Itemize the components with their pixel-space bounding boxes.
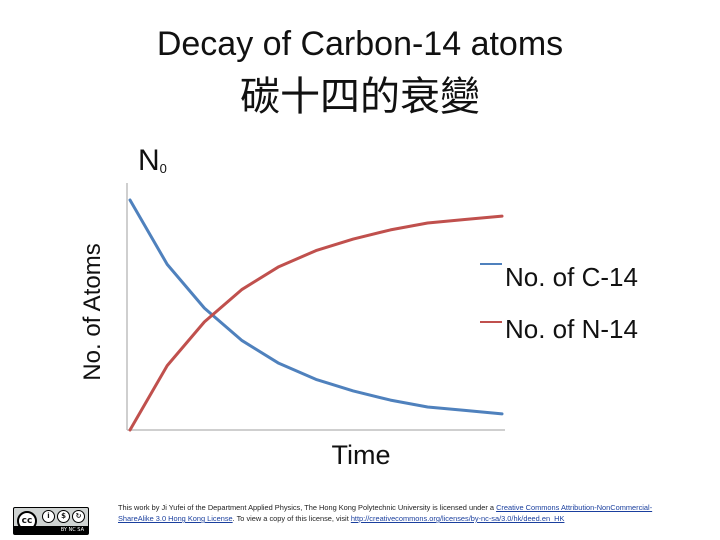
series-c14-line <box>128 198 504 416</box>
chart-title: Decay of Carbon-14 atoms <box>156 25 564 63</box>
license-link[interactable]: Creative Commons Attribution-NonCommerci… <box>118 503 653 523</box>
license-text-middle: . To view a copy of this license, visit <box>232 514 351 523</box>
nc-icon: $ <box>57 510 70 523</box>
legend-label-c14: No. of C-14 <box>505 262 638 292</box>
n0-label: N0 <box>138 144 167 177</box>
license-text-start: This work by Ji Yufei of the Department … <box>118 503 497 512</box>
license-notice: This work by Ji Yufei of the Department … <box>118 502 663 524</box>
chart-title-chinese: 碳十四的衰變 <box>240 74 480 120</box>
x-axis-label: Time <box>332 440 391 470</box>
n0-base: N <box>138 144 160 177</box>
cc-license-badge[interactable]: cc i $ ↻ BY NC SA <box>13 507 89 535</box>
y-axis-label: No. of Atoms <box>79 243 106 380</box>
series-n14-line <box>128 214 504 432</box>
badge-label: BY NC SA <box>14 526 88 534</box>
legend: No. of C-14 No. of N-14 <box>480 262 638 344</box>
license-url-link[interactable]: http://creativecommons.org/licenses/by-n… <box>350 514 565 523</box>
by-icon: i <box>42 510 55 523</box>
decay-chart: N0 No. of Atoms Time No. of C-14 No. of … <box>79 144 638 470</box>
sa-icon: ↻ <box>72 510 85 523</box>
legend-label-n14: No. of N-14 <box>505 314 638 344</box>
n0-subscript: 0 <box>160 161 167 176</box>
